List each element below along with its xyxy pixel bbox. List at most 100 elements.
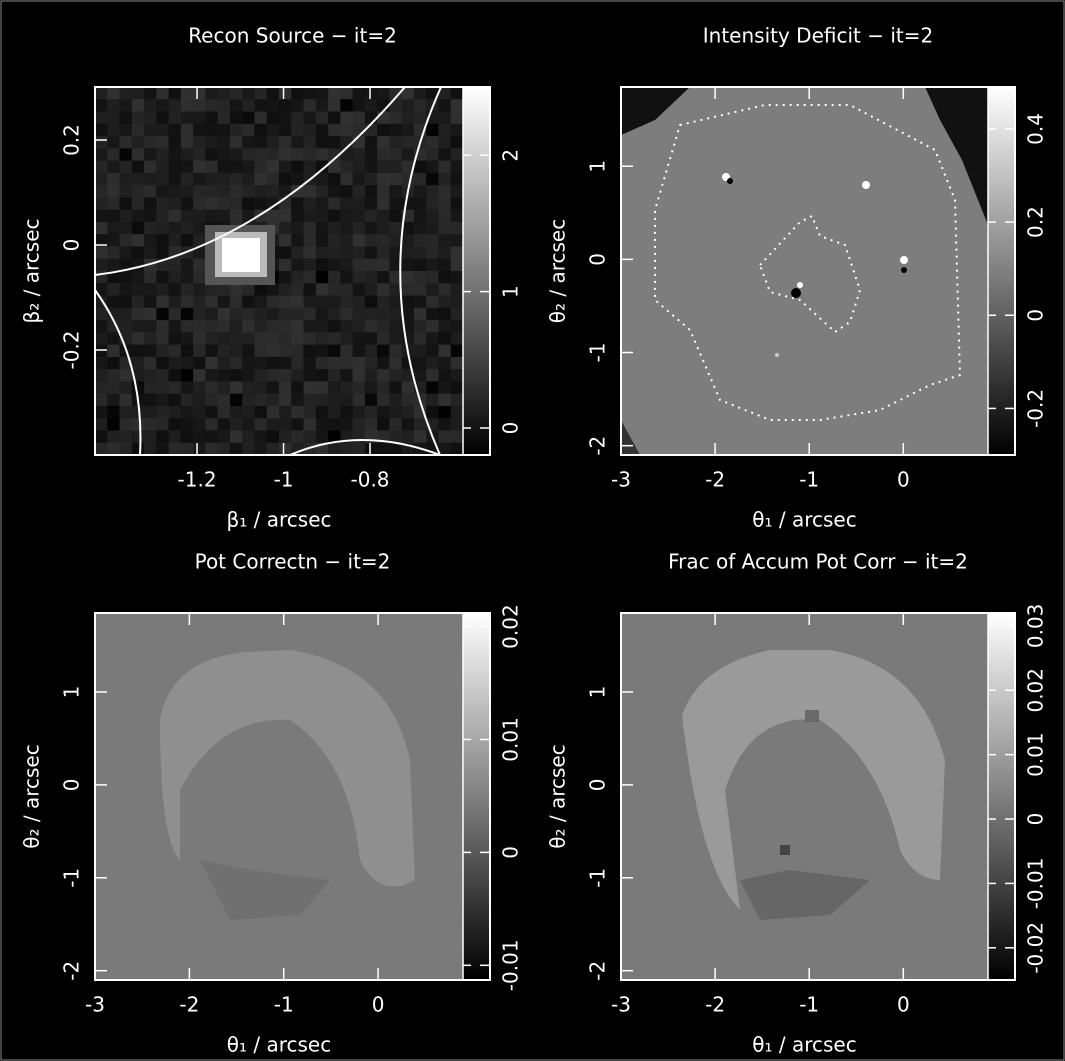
colorbar-tick-label: 0.01 <box>499 717 523 762</box>
noise-cell <box>328 283 341 296</box>
noise-cell <box>95 124 108 137</box>
noise-cell <box>169 283 182 296</box>
noise-cell <box>181 210 194 223</box>
noise-cell <box>230 161 243 174</box>
noise-cell <box>132 124 145 137</box>
noise-cell <box>451 406 464 419</box>
noise-cell <box>377 369 390 382</box>
noise-cell <box>144 296 157 309</box>
noise-cell <box>144 161 157 174</box>
noise-cell <box>304 332 317 345</box>
colorbar-tick-label: 1 <box>499 285 523 298</box>
noise-cell <box>193 222 206 235</box>
colorbar <box>988 87 1015 455</box>
noise-cell <box>438 345 451 358</box>
noise-cell <box>120 283 133 296</box>
noise-cell <box>144 443 157 456</box>
noise-cell <box>132 246 145 259</box>
noise-cell <box>95 394 108 407</box>
noise-cell <box>107 259 120 272</box>
noise-cell <box>181 357 194 370</box>
noise-cell <box>426 259 439 272</box>
noise-cell <box>340 271 353 284</box>
noise-cell <box>402 406 415 419</box>
noise-cell <box>242 308 255 321</box>
noise-cell <box>279 136 292 149</box>
noise-cell <box>438 161 451 174</box>
noise-cell <box>193 136 206 149</box>
x-tick-label: -1.2 <box>178 468 217 492</box>
noise-cell <box>365 222 378 235</box>
noise-cell <box>451 112 464 125</box>
noise-cell <box>451 87 464 100</box>
noise-cell <box>316 246 329 259</box>
noise-cell <box>107 99 120 112</box>
noise-cell <box>181 222 194 235</box>
y-tick-label: -0.2 <box>60 330 84 369</box>
noise-cell <box>132 173 145 186</box>
noise-cell <box>414 345 427 358</box>
noise-cell <box>304 320 317 333</box>
noise-cell <box>291 173 304 186</box>
noise-cell <box>242 394 255 407</box>
noise-cell <box>377 308 390 321</box>
noise-cell <box>353 332 366 345</box>
noise-cell <box>120 222 133 235</box>
noise-cell <box>132 222 145 235</box>
noise-cell <box>230 381 243 394</box>
noise-cell <box>353 136 366 149</box>
noise-cell <box>254 406 267 419</box>
noise-cell <box>267 296 280 309</box>
noise-cell <box>316 283 329 296</box>
noise-cell <box>169 296 182 309</box>
noise-cell <box>156 430 169 443</box>
noise-cell <box>193 185 206 198</box>
noise-cell <box>316 234 329 247</box>
noise-cell <box>291 308 304 321</box>
noise-cell <box>181 197 194 210</box>
noise-cell <box>451 246 464 259</box>
noise-cell <box>426 394 439 407</box>
noise-cell <box>107 87 120 100</box>
noise-cell <box>340 234 353 247</box>
noise-cell <box>205 345 218 358</box>
noise-cell <box>132 161 145 174</box>
noise-cell <box>328 406 341 419</box>
noise-cell <box>169 234 182 247</box>
noise-cell <box>279 246 292 259</box>
noise-cell <box>365 185 378 198</box>
noise-cell <box>279 332 292 345</box>
noise-cell <box>414 246 427 259</box>
colorbar-tick-label: 2 <box>499 149 523 162</box>
noise-cell <box>340 222 353 235</box>
noise-cell <box>120 136 133 149</box>
noise-cell <box>218 148 231 161</box>
noise-cell <box>426 161 439 174</box>
noise-cell <box>316 418 329 431</box>
noise-cell <box>304 430 317 443</box>
noise-cell <box>120 148 133 161</box>
noise-cell <box>144 246 157 259</box>
noise-cell <box>438 173 451 186</box>
noise-cell <box>279 161 292 174</box>
noise-cell <box>353 418 366 431</box>
noise-cell <box>291 124 304 137</box>
noise-cell <box>426 185 439 198</box>
noise-cell <box>132 136 145 149</box>
noise-cell <box>377 271 390 284</box>
noise-cell <box>414 320 427 333</box>
noise-cell <box>402 173 415 186</box>
noise-cell <box>438 197 451 210</box>
noise-cell <box>95 357 108 370</box>
noise-cell <box>377 173 390 186</box>
noise-cell <box>267 394 280 407</box>
noise-cell <box>144 418 157 431</box>
noise-cell <box>365 210 378 223</box>
noise-cell <box>181 394 194 407</box>
noise-cell <box>267 332 280 345</box>
noise-cell <box>95 197 108 210</box>
noise-cell <box>353 222 366 235</box>
noise-cell <box>205 430 218 443</box>
noise-cell <box>279 296 292 309</box>
noise-cell <box>340 381 353 394</box>
